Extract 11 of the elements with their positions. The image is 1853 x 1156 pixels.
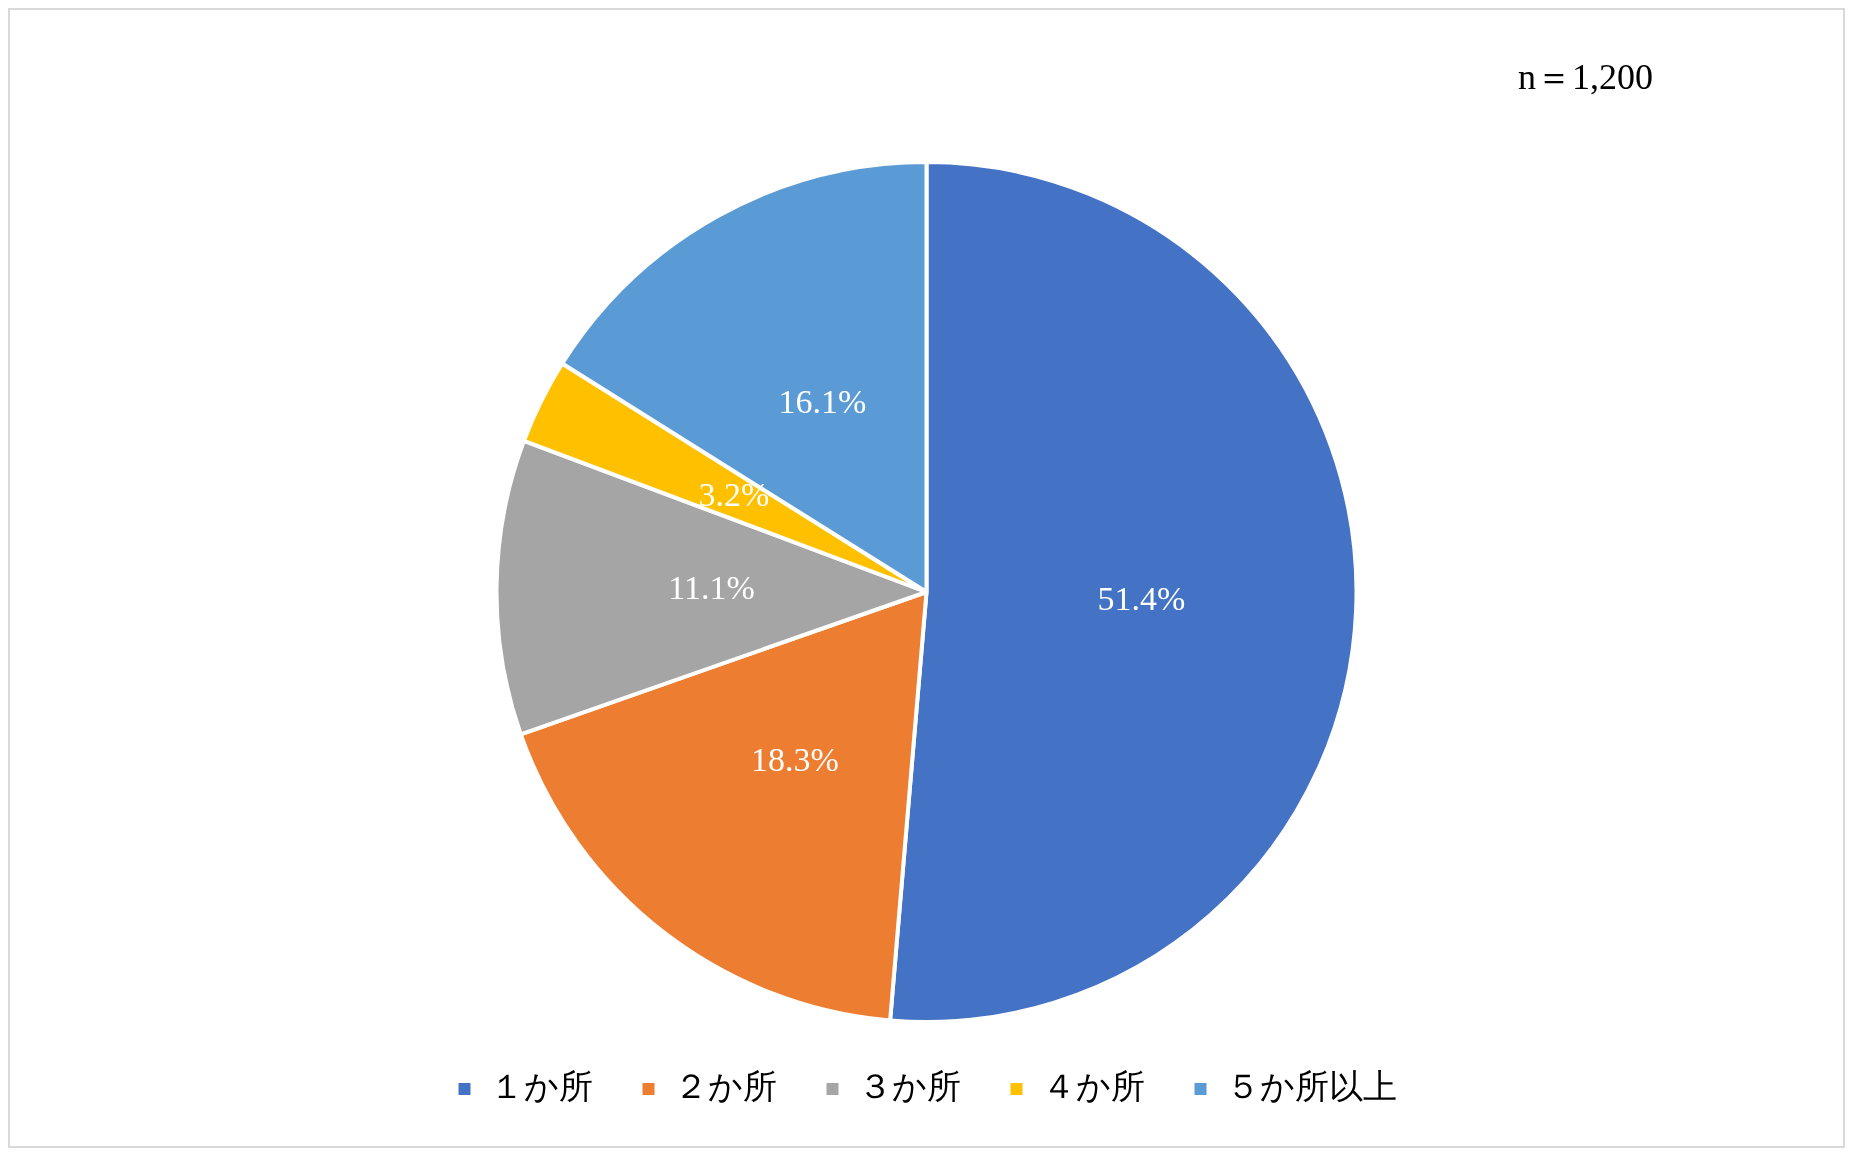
legend-label: ５か所以上 <box>1225 1067 1397 1105</box>
legend-label: １か所 <box>489 1067 593 1105</box>
legend-label: ２か所 <box>673 1067 777 1105</box>
data-label: 16.1% <box>778 382 867 420</box>
text: n＝1,200 <box>1518 57 1653 98</box>
data-label: 3.2% <box>698 475 770 513</box>
data-label: 18.3% <box>750 740 839 778</box>
legend-label: ３か所 <box>857 1067 961 1105</box>
data-label: 11.1% <box>668 568 755 606</box>
data-label: 51.4% <box>1097 580 1186 618</box>
legend-label: ４か所 <box>1041 1067 1145 1105</box>
